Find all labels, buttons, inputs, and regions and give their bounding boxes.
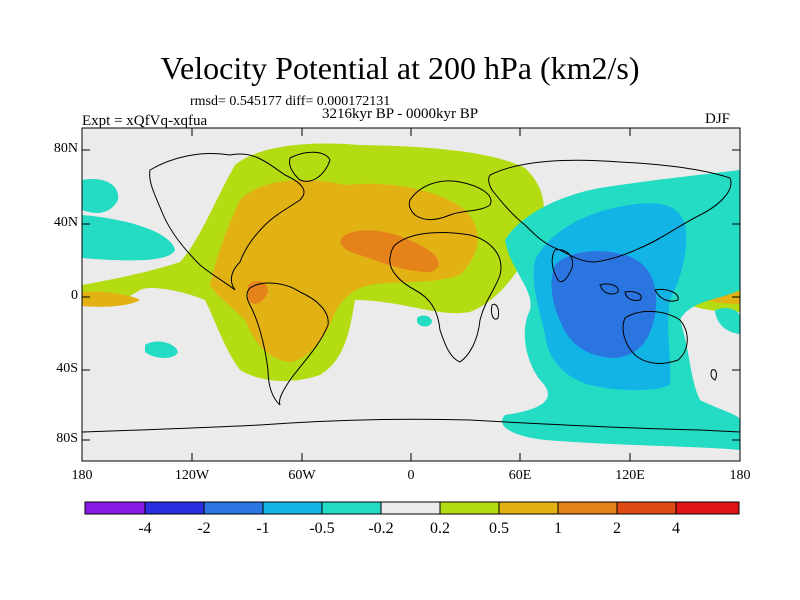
x-tick-label: 120E [615,468,645,483]
colorbar-label: -2 [197,520,211,537]
negative-anomaly-1 [551,251,657,358]
plot-title: Velocity Potential at 200 hPa (km2/s) [160,50,640,86]
x-tick-label: 60W [288,468,316,483]
colorbar-swatch-11 [675,501,740,515]
positive-anomaly-0-5-pacific [82,291,140,307]
colorbar-swatch-4 [262,501,323,515]
x-ticks [81,128,631,461]
colorbar-swatch-7 [439,501,500,515]
colorbar-swatch-5 [321,501,382,515]
season-label: DJF [705,111,731,127]
colorbar-swatch-6 [380,501,441,515]
negative-anomaly-0-2-atl [417,315,432,327]
experiment-label: Expt = xQfVq-xqfua [82,113,208,129]
colorbar-label: 1 [554,520,562,537]
colorbar-label: -0.2 [368,520,394,537]
y-tick-label: 40S [56,361,78,376]
colorbar [84,501,740,515]
colorbar-label: 0.2 [430,520,450,537]
colorbar-label: -4 [138,520,152,537]
colorbar-swatch-8 [498,501,559,515]
y-tick-label: 0 [71,288,78,303]
x-tick-label: 0 [407,468,415,483]
colorbar-label: 4 [672,520,680,537]
y-ticks [82,149,740,441]
y-tick-label: 80S [56,431,78,446]
colorbar-swatch-3 [203,501,264,515]
y-tick-label: 40N [53,215,78,230]
colorbar-label: -0.5 [309,520,335,537]
colorbar-swatch-9 [557,501,618,515]
negative-anomaly-0-2-east [715,308,740,334]
negative-anomaly-0-2-npac2 [82,215,175,261]
colorbar-swatch-2 [144,501,205,515]
colorbar-swatch-1 [84,501,146,515]
coastlines [82,151,740,433]
negative-anomaly-0-2-spac [145,341,178,358]
positive-anomaly-0-5 [210,180,478,362]
x-tick-label: 180 [71,468,93,483]
positive-anomaly-1 [340,230,439,272]
negative-anomaly-0-2-npac [82,179,119,213]
stats-subtitle: rmsd= 0.545177 diff= 0.000172131 [190,94,391,109]
y-tick-label: 80N [53,141,78,156]
period-subtitle: 3216kyr BP - 0000kyr BP [322,106,479,122]
x-tick-label: 120W [174,468,210,483]
colorbar-swatch-10 [616,501,677,515]
colorbar-label: 0.5 [489,520,509,537]
colorbar-label: -1 [256,520,270,537]
x-tick-label: 180 [729,468,751,483]
colorbar-label: 2 [613,520,621,537]
x-tick-label: 60E [508,468,532,483]
